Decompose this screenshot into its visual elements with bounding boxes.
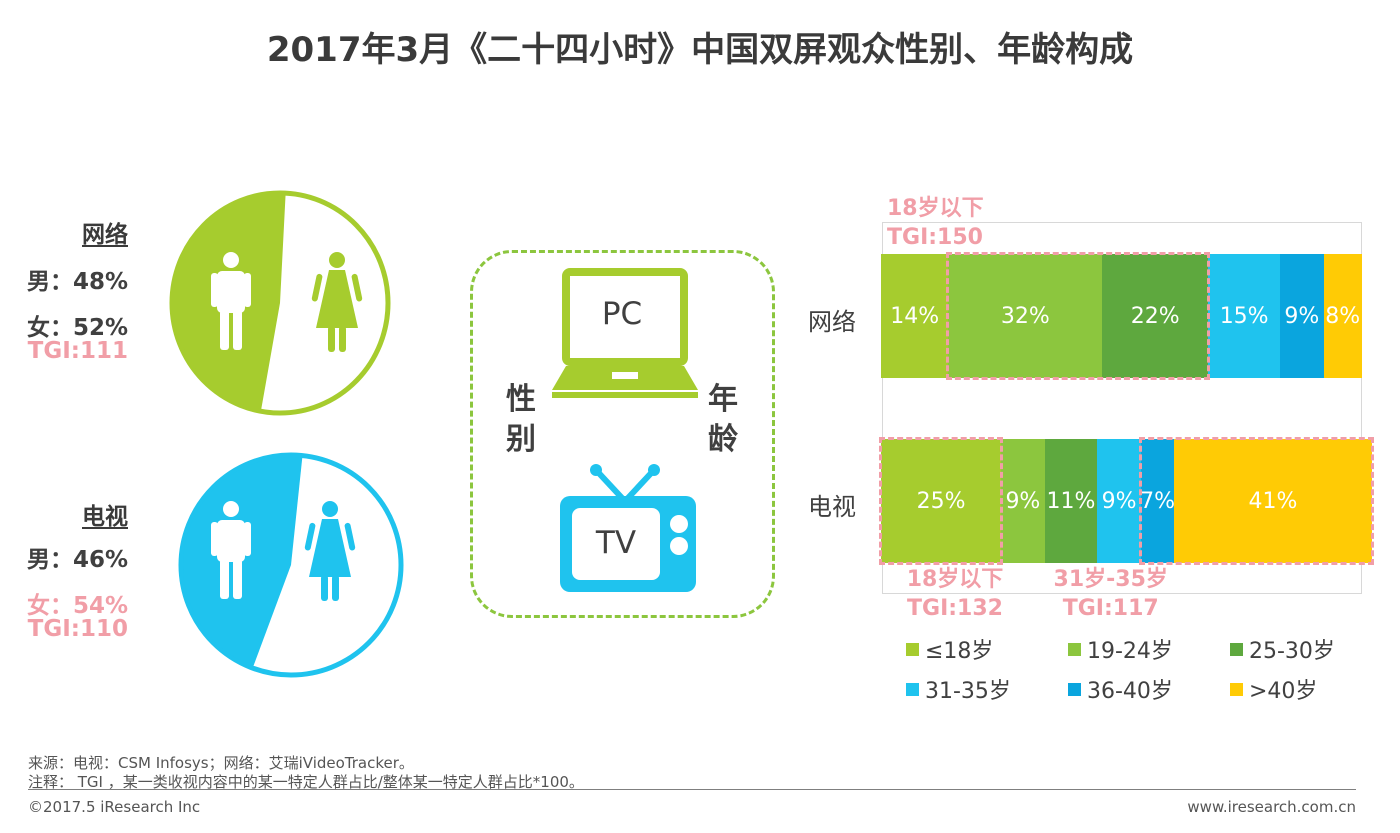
laptop-icon [552,268,698,398]
tv-female-stat: 女：54% [26,593,128,619]
legend-item: 31-35岁 [906,673,1011,705]
tv-male-stat: 男：46% [26,547,128,573]
pc-label: PC [601,296,643,332]
tv-gender-title: 电视 [82,504,128,530]
legend-item: 19-24岁 [1068,633,1173,665]
device-panel [470,250,775,618]
legend-swatch [906,642,919,656]
web-female-stat: 女：52% [26,315,128,341]
male-figure-icon [211,252,251,350]
gender-vertical-label: 性 别 [506,382,536,457]
female-figure-icon [311,252,363,352]
row-label-web: 网络 [808,308,856,336]
web-gender-title: 网络 [82,222,128,248]
tv-label: TV [595,525,637,561]
tv-icon [560,464,696,592]
web-gender-tgi: TGI:111 [27,338,128,364]
legend-item: ≤18岁 [906,633,993,665]
legend-swatch [906,682,919,696]
female-figure-icon [304,501,356,601]
row-label-tv: 电视 [808,493,856,521]
male-figure-icon [211,501,251,599]
legend-swatch [1230,682,1243,696]
age-vertical-label: 年 龄 [708,382,738,457]
tgi-note: 注释： TGI ，某一类收视内容中的某一特定人群占比/整体某一特定人群占比*10… [28,773,584,791]
web-gender-pie [169,190,391,416]
tv-gender-pie [178,452,404,678]
legend-swatch [1068,682,1081,696]
copyright: ©2017.5 iResearch Inc [28,798,201,816]
legend-item: >40岁 [1230,673,1317,705]
footer-divider [28,789,1356,790]
tv-male-wedge [182,457,303,667]
source-note: 来源：电视：CSM Infosys；网络：艾瑞iVideoTracker。 [28,754,414,772]
legend-item: 25-30岁 [1230,633,1335,665]
legend-swatch [1068,642,1081,656]
web-male-stat: 男：48% [26,269,128,295]
legend-swatch [1230,642,1243,656]
tv-gender-tgi: TGI:110 [27,616,128,642]
chart-frame [882,222,1362,594]
legend-item: 36-40岁 [1068,673,1173,705]
website-link[interactable]: www.iresearch.com.cn [1187,798,1356,816]
page-title: 2017年3月《二十四小时》中国双屏观众性别、年龄构成 [266,30,1134,70]
